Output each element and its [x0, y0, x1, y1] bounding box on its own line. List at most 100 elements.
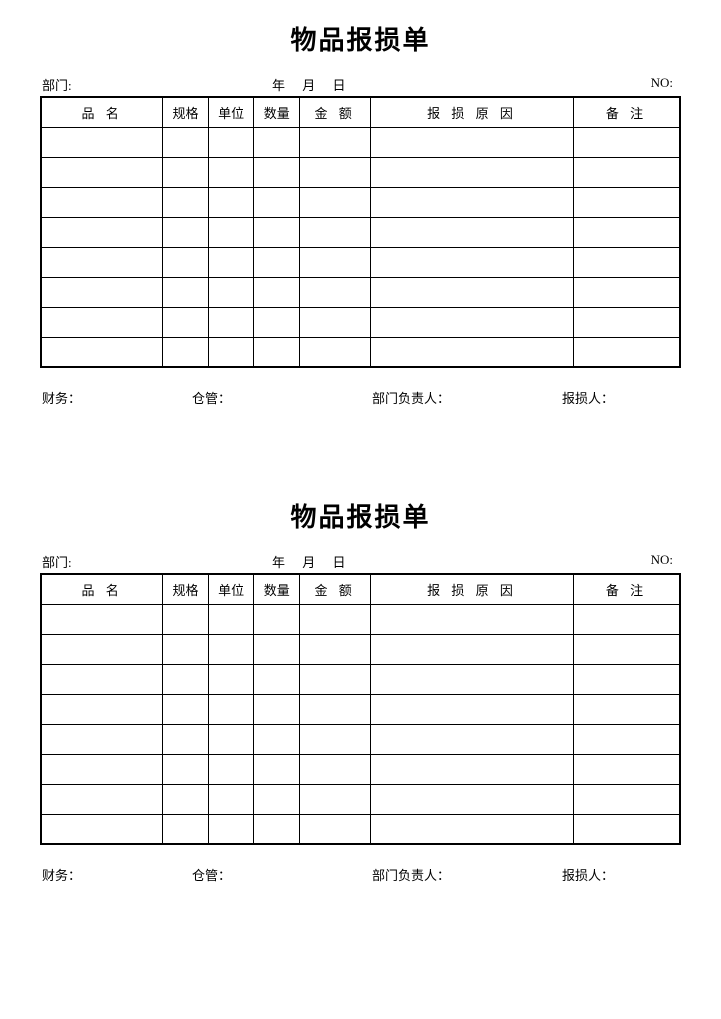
table-cell	[163, 337, 209, 367]
damage-table: 品 名 规格 单位 数量 金 额 报 损 原 因 备 注	[40, 96, 681, 368]
table-cell	[163, 157, 209, 187]
date-labels: 年 月 日	[272, 552, 452, 571]
table-row	[41, 694, 680, 724]
table-cell	[573, 307, 680, 337]
table-cell	[41, 634, 163, 664]
header-qty: 数量	[254, 97, 300, 127]
table-cell	[300, 157, 371, 187]
table-cell	[371, 664, 574, 694]
table-cell	[41, 187, 163, 217]
sign-dept-head: 部门负责人：	[372, 388, 562, 407]
table-cell	[254, 634, 300, 664]
header-amount: 金 额	[300, 574, 371, 604]
table-cell	[41, 664, 163, 694]
table-cell	[208, 634, 254, 664]
table-row	[41, 634, 680, 664]
table-cell	[371, 187, 574, 217]
table-cell	[41, 754, 163, 784]
no-label: NO:	[452, 552, 679, 571]
table-cell	[254, 784, 300, 814]
table-cell	[300, 784, 371, 814]
table-cell	[208, 664, 254, 694]
table-cell	[163, 217, 209, 247]
table-cell	[254, 307, 300, 337]
table-cell	[300, 307, 371, 337]
table-cell	[300, 694, 371, 724]
table-cell	[254, 187, 300, 217]
table-cell	[163, 664, 209, 694]
header-qty: 数量	[254, 574, 300, 604]
table-cell	[573, 157, 680, 187]
table-row	[41, 784, 680, 814]
table-cell	[371, 127, 574, 157]
table-cell	[573, 754, 680, 784]
table-cell	[254, 157, 300, 187]
table-cell	[208, 754, 254, 784]
table-cell	[371, 694, 574, 724]
table-row	[41, 217, 680, 247]
header-remark: 备 注	[573, 574, 680, 604]
table-cell	[208, 604, 254, 634]
table-cell	[254, 337, 300, 367]
table-cell	[254, 664, 300, 694]
header-name: 品 名	[41, 574, 163, 604]
table-cell	[208, 814, 254, 844]
sign-warehouse: 仓管：	[192, 388, 372, 407]
table-cell	[163, 754, 209, 784]
table-row	[41, 307, 680, 337]
table-row	[41, 337, 680, 367]
table-row	[41, 247, 680, 277]
meta-row: 部门: 年 月 日 NO:	[40, 552, 681, 573]
table-row	[41, 187, 680, 217]
meta-row: 部门: 年 月 日 NO:	[40, 75, 681, 96]
table-cell	[41, 604, 163, 634]
table-cell	[163, 247, 209, 277]
table-cell	[254, 247, 300, 277]
date-labels: 年 月 日	[272, 75, 452, 94]
form-title: 物品报损单	[40, 497, 681, 534]
table-cell	[208, 307, 254, 337]
table-cell	[208, 337, 254, 367]
dept-label: 部门:	[42, 552, 272, 571]
sign-reporter: 报损人：	[562, 865, 679, 884]
table-cell	[208, 277, 254, 307]
table-cell	[300, 754, 371, 784]
header-name: 品 名	[41, 97, 163, 127]
sign-reporter: 报损人：	[562, 388, 679, 407]
header-amount: 金 额	[300, 97, 371, 127]
table-cell	[573, 634, 680, 664]
header-reason: 报 损 原 因	[371, 574, 574, 604]
table-cell	[41, 337, 163, 367]
header-remark: 备 注	[573, 97, 680, 127]
table-cell	[573, 814, 680, 844]
damage-form: 物品报损单 部门: 年 月 日 NO: 品 名 规格 单位 数量 金 额	[40, 497, 681, 884]
table-cell	[163, 634, 209, 664]
table-cell	[300, 814, 371, 844]
table-cell	[371, 784, 574, 814]
table-cell	[41, 217, 163, 247]
table-cell	[371, 217, 574, 247]
table-cell	[573, 187, 680, 217]
table-cell	[371, 157, 574, 187]
sign-finance: 财务：	[42, 388, 192, 407]
sign-warehouse: 仓管：	[192, 865, 372, 884]
table-cell	[300, 337, 371, 367]
table-cell	[573, 694, 680, 724]
table-cell	[300, 127, 371, 157]
table-cell	[371, 247, 574, 277]
year-label: 年	[272, 78, 285, 93]
table-body-1	[41, 127, 680, 367]
table-cell	[163, 694, 209, 724]
sign-dept-head: 部门负责人：	[372, 865, 562, 884]
header-unit: 单位	[208, 574, 254, 604]
table-row	[41, 664, 680, 694]
table-cell	[254, 277, 300, 307]
table-cell	[573, 337, 680, 367]
form-title: 物品报损单	[40, 20, 681, 57]
table-cell	[41, 247, 163, 277]
table-cell	[41, 694, 163, 724]
table-cell	[208, 694, 254, 724]
table-cell	[371, 814, 574, 844]
table-body-2	[41, 604, 680, 844]
table-cell	[300, 604, 371, 634]
